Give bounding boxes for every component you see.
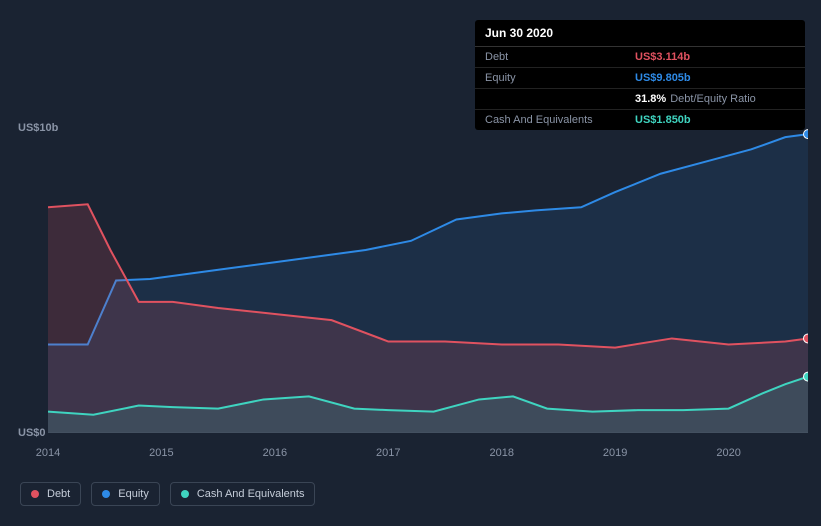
tooltip-row-value: US$1.850b: [635, 114, 691, 126]
legend-label: Equity: [118, 488, 149, 500]
legend-dot-icon: [102, 490, 110, 498]
y-tick-label: US$0: [18, 427, 46, 439]
x-tick-label: 2016: [263, 447, 287, 459]
tooltip-date: Jun 30 2020: [475, 20, 805, 47]
end-marker: [804, 372, 809, 381]
tooltip-row-label: Equity: [485, 72, 635, 84]
end-marker: [804, 130, 809, 139]
x-tick-label: 2015: [149, 447, 173, 459]
tooltip-row-label: Cash And Equivalents: [485, 114, 635, 126]
data-tooltip: Jun 30 2020 DebtUS$3.114bEquityUS$9.805b…: [475, 20, 805, 130]
x-tick-label: 2019: [603, 447, 627, 459]
y-tick-label: US$10b: [18, 122, 58, 134]
legend-dot-icon: [31, 490, 39, 498]
plot-svg: [48, 128, 808, 433]
tooltip-row: EquityUS$9.805b: [475, 68, 805, 89]
tooltip-row-value: US$9.805b: [635, 72, 691, 84]
tooltip-row: Cash And EquivalentsUS$1.850b: [475, 110, 805, 130]
tooltip-row-value: 31.8%Debt/Equity Ratio: [635, 93, 756, 105]
legend-label: Debt: [47, 488, 70, 500]
legend-item-debt[interactable]: Debt: [20, 482, 81, 506]
legend-dot-icon: [181, 490, 189, 498]
tooltip-row: DebtUS$3.114b: [475, 47, 805, 68]
x-tick-label: 2014: [36, 447, 60, 459]
financial-chart: US$0US$10b 2014201520162017201820192020 …: [0, 0, 821, 526]
end-marker: [804, 334, 809, 343]
x-tick-label: 2020: [716, 447, 740, 459]
x-tick-label: 2018: [489, 447, 513, 459]
tooltip-row-label: Debt: [485, 51, 635, 63]
legend-label: Cash And Equivalents: [197, 488, 305, 500]
x-tick-label: 2017: [376, 447, 400, 459]
legend: Debt Equity Cash And Equivalents: [20, 482, 315, 506]
tooltip-row-label: [485, 93, 635, 105]
tooltip-row: 31.8%Debt/Equity Ratio: [475, 89, 805, 110]
legend-item-equity[interactable]: Equity: [91, 482, 160, 506]
tooltip-row-sub: Debt/Equity Ratio: [670, 93, 756, 105]
tooltip-row-value: US$3.114b: [635, 51, 690, 63]
legend-item-cash-and-equivalents[interactable]: Cash And Equivalents: [170, 482, 316, 506]
